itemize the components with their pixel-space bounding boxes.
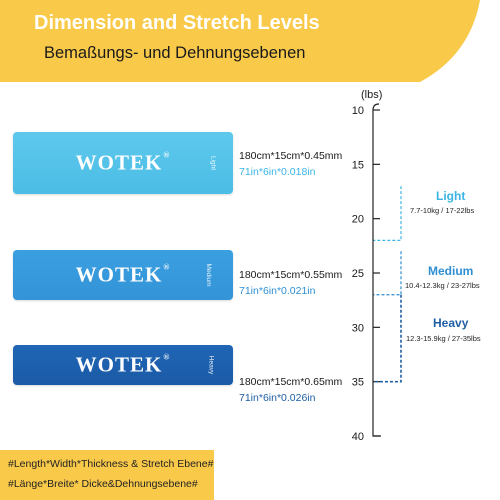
brand-logo: WOTEK®	[75, 262, 171, 287]
level-bracket-medium	[373, 251, 402, 296]
banner-shape	[0, 0, 480, 82]
spec-imperial: 71in*6in*0.018in	[239, 166, 316, 178]
spec-imperial: 71in*6in*0.021in	[239, 285, 316, 297]
level-name-medium: Medium	[428, 264, 474, 278]
footer-note: #Length*Width*Thickness & Stretch Ebene#…	[0, 450, 214, 500]
spec-metric: 180cm*15cm*0.65mm	[239, 376, 343, 388]
scale-unit-label: (lbs)	[361, 89, 382, 101]
band-heavy: WOTEK® Heavy	[13, 345, 233, 385]
level-name-light: Light	[436, 189, 466, 203]
header-banner: Dimension and Stretch Levels Bemaßungs- …	[0, 0, 500, 82]
level-range-heavy: 12.3-15.9kg / 27-35lbs	[406, 334, 481, 343]
spec-metric: 180cm*15cm*0.45mm	[239, 150, 343, 162]
scale-tick-label-15: 15	[352, 159, 364, 171]
footer-line-german: #Länge*Breite* Dicke&Dehnungsebene#	[8, 478, 198, 490]
spec-imperial: 71in*6in*0.026in	[239, 392, 316, 404]
scale-tick-label-25: 25	[352, 268, 364, 280]
level-bracket-heavy	[373, 294, 402, 383]
resistance-scale: (lbs) 10 15 20 25 30 35 40	[352, 89, 402, 443]
spec-metric: 180cm*15cm*0.55mm	[239, 269, 343, 281]
page-subtitle: Bemaßungs- und Dehnungsebenen	[44, 44, 306, 62]
footer-line-english: #Length*Width*Thickness & Stretch Ebene#	[8, 458, 214, 470]
spec-heavy: 180cm*15cm*0.65mm 71in*6in*0.026in	[239, 374, 342, 406]
spec-medium: 180cm*15cm*0.55mm 71in*6in*0.021in	[239, 267, 342, 299]
scale-tick-label-20: 20	[352, 214, 364, 226]
brand-logo: WOTEK®	[75, 150, 171, 175]
spec-light: 180cm*15cm*0.45mm 71in*6in*0.018in	[239, 148, 342, 180]
scale-tick-label-35: 35	[352, 377, 364, 389]
page-title: Dimension and Stretch Levels	[34, 12, 320, 34]
scale-tick-label-30: 30	[352, 322, 364, 334]
band-light: WOTEK® Light	[13, 132, 233, 194]
scale-tick-label-40: 40	[352, 431, 364, 443]
scale-axis-line	[372, 103, 381, 437]
band-medium: WOTEK® Medium	[13, 250, 233, 300]
brand-logo: WOTEK®	[75, 352, 171, 377]
level-range-medium: 10.4-12.3kg / 23-27lbs	[405, 281, 480, 290]
level-bracket-light	[373, 186, 402, 241]
scale-tick-label-10: 10	[352, 105, 364, 117]
level-name-heavy: Heavy	[433, 316, 469, 330]
level-range-light: 7.7-10kg / 17-22lbs	[410, 206, 475, 215]
